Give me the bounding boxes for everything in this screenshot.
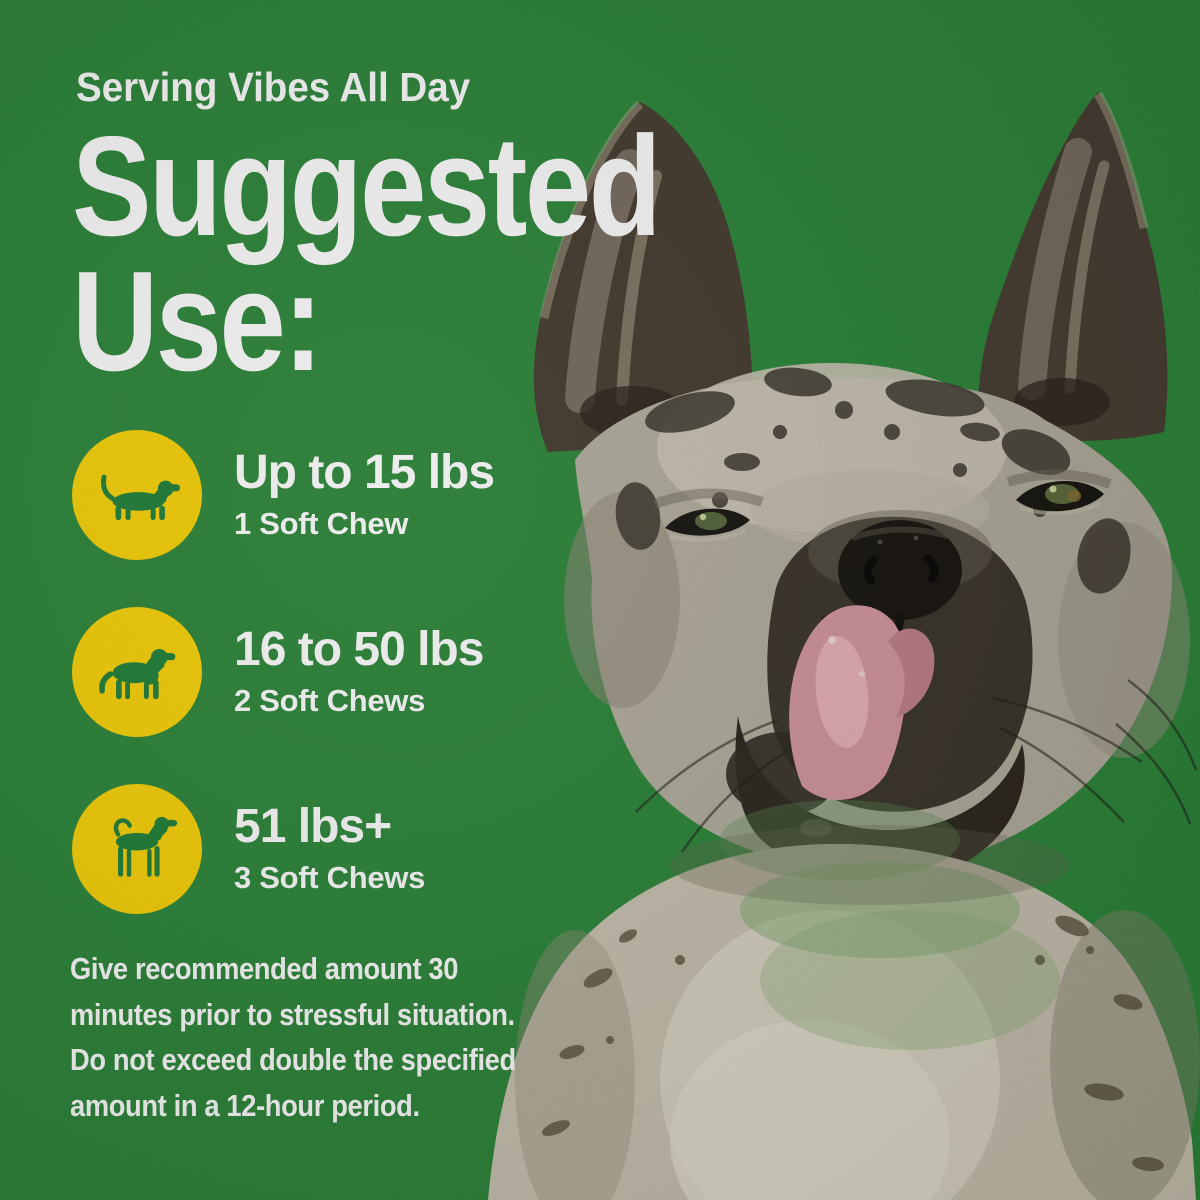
dosage-row-medium-dog: 16 to 50 lbs 2 Soft Chews [72,607,494,737]
dosage-row-large-dog: 51 lbs+ 3 Soft Chews [72,784,494,914]
weight-badge [72,784,202,914]
small-dog-icon [100,474,180,521]
dose-label: 3 Soft Chews [234,860,426,896]
dosage-text: Up to 15 lbs 1 Soft Chew [234,445,495,542]
weight-label: Up to 15 lbs [234,445,495,499]
dose-label: 2 Soft Chews [234,683,426,719]
dose-label: 1 Soft Chew [234,506,409,542]
weight-badge [72,430,202,560]
weight-label: 51 lbs+ [234,799,392,853]
dosage-row-small-dog: Up to 15 lbs 1 Soft Chew [72,430,495,560]
dosage-text: 51 lbs+ 3 Soft Chews [234,799,426,896]
medium-dog-icon [99,648,176,700]
dosage-text: 16 to 50 lbs 2 Soft Chews [234,622,484,719]
weight-badge [72,607,202,737]
eyebrow-heading: Serving Vibes All Day [76,64,471,110]
large-dog-icon [113,816,178,877]
page-title: Suggested Use: [72,107,662,401]
weight-label: 16 to 50 lbs [234,622,484,676]
usage-note: Give recommended amount 30 minutes prior… [70,951,516,1123]
dosage-list: Up to 15 lbs 1 Soft Chew [72,430,495,914]
